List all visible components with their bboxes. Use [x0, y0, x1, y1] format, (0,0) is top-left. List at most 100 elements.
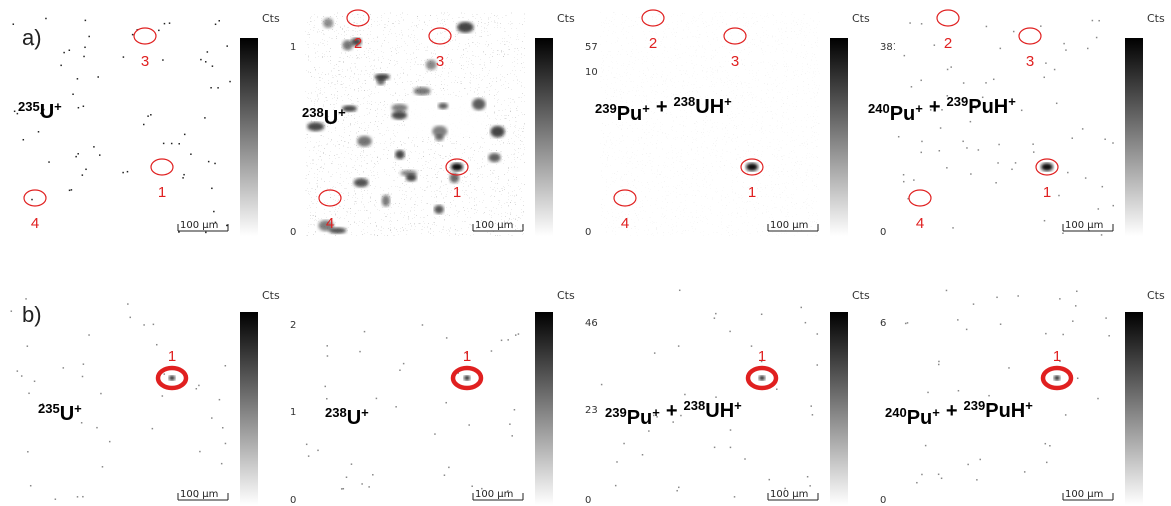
speckle: [199, 451, 201, 453]
speckle: [152, 428, 154, 430]
speckle: [776, 388, 778, 390]
colorbar-tick-label: 0: [585, 227, 591, 238]
colorbar-title: Cts: [852, 289, 870, 302]
speckle: [1013, 31, 1015, 33]
colorbar: [830, 38, 848, 236]
speckle: [1097, 398, 1099, 400]
speckle: [962, 141, 964, 143]
speckle: [376, 398, 378, 400]
scale-bar-label: 100 µm: [1065, 220, 1103, 231]
particle: [392, 111, 407, 120]
speckle: [1049, 445, 1051, 447]
charge: +: [361, 405, 369, 420]
particle: [488, 153, 500, 162]
speckle: [368, 486, 370, 488]
speckle: [221, 463, 223, 465]
speckle: [616, 461, 618, 463]
speckle: [132, 34, 134, 36]
speckle: [75, 156, 77, 158]
speckle: [947, 69, 949, 71]
charge: +: [74, 401, 82, 416]
marker-label: 1: [463, 348, 471, 365]
speckle: [123, 56, 125, 58]
colorbar: [535, 38, 553, 236]
speckle: [84, 47, 86, 49]
speckle: [946, 290, 948, 292]
speckle: [25, 298, 27, 300]
speckle: [82, 376, 84, 378]
speckle: [518, 333, 520, 335]
speckle: [1076, 291, 1078, 293]
speckle: [817, 364, 819, 366]
image-area: [895, 288, 1115, 505]
speckle: [226, 45, 228, 47]
speckle: [1054, 69, 1056, 71]
speckle: [920, 80, 922, 82]
speckle: [514, 409, 516, 411]
speckle: [82, 174, 84, 176]
speckle: [63, 52, 64, 54]
speckle: [940, 127, 942, 129]
speckle: [13, 23, 15, 25]
speckle: [921, 23, 923, 25]
image-area: [10, 288, 230, 505]
speckle: [654, 352, 656, 354]
marker-label: 1: [758, 348, 766, 365]
colorbar-tick-label: 0: [585, 495, 591, 506]
row-label: a): [22, 25, 42, 50]
speckle: [907, 322, 909, 324]
speckle: [109, 441, 111, 443]
mass-number: 235: [38, 401, 60, 416]
figure: Cts10100 µm314235U+Cts57100100 µm2314238…: [0, 0, 1171, 506]
speckle: [648, 430, 650, 432]
colorbar: [535, 312, 553, 505]
speckle: [1015, 162, 1017, 164]
speckle: [938, 361, 940, 363]
speckle: [215, 24, 217, 26]
colorbar: [240, 38, 258, 236]
speckle: [809, 485, 811, 487]
speckle: [359, 351, 361, 353]
marker-label: 4: [31, 215, 39, 232]
particle: [395, 150, 405, 159]
speckle: [219, 399, 221, 401]
colorbar-tick-label: 0: [880, 495, 886, 506]
speckle: [941, 109, 943, 111]
speckle: [978, 149, 980, 151]
speckle: [509, 423, 511, 425]
speckle: [1075, 305, 1077, 307]
speckle: [1045, 443, 1047, 445]
element: Pu: [627, 407, 653, 429]
speckle: [950, 66, 952, 68]
speckle: [361, 483, 363, 485]
speckle: [102, 466, 104, 468]
element: UH: [705, 400, 734, 422]
speckle: [734, 496, 736, 498]
speckle: [69, 50, 71, 52]
speckle: [21, 375, 23, 377]
speckle: [996, 297, 998, 299]
joiner: +: [946, 400, 958, 422]
image-area: [305, 288, 525, 505]
mass-number: 239: [595, 101, 617, 116]
speckle: [82, 496, 84, 498]
mass-number: 239: [964, 398, 986, 413]
speckle: [812, 414, 814, 416]
speckle: [979, 459, 981, 461]
colorbar-tick-label: 0: [290, 227, 296, 238]
element: U: [347, 407, 361, 429]
speckle: [1062, 233, 1064, 235]
image-area: [10, 12, 230, 236]
speckle: [71, 189, 73, 191]
colorbar-tick-label: 0: [290, 495, 296, 506]
speckle: [911, 86, 913, 88]
speckle: [306, 444, 308, 446]
speckle: [308, 455, 310, 457]
speckle: [27, 345, 29, 347]
speckle: [769, 479, 771, 481]
marker-label: 3: [731, 53, 739, 70]
speckle: [1000, 48, 1002, 50]
speckle: [963, 82, 965, 84]
speckle: [921, 474, 923, 476]
speckle: [800, 307, 802, 309]
